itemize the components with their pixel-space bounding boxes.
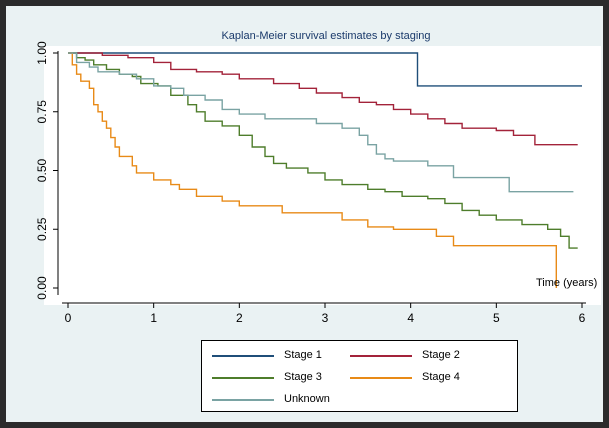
- plot-area: [44, 46, 601, 305]
- x-tick-label: 3: [322, 311, 329, 325]
- legend-swatch: [350, 377, 412, 379]
- legend-swatch: [212, 377, 274, 379]
- x-axis-label: Time (years): [536, 277, 597, 289]
- legend-label: Stage 4: [422, 371, 460, 383]
- series-lines: [68, 52, 582, 288]
- y-tick-label: 1.00: [35, 41, 49, 65]
- chart-figure: Kaplan-Meier survival estimates by stagi…: [6, 6, 603, 422]
- legend-label: Stage 1: [284, 349, 322, 361]
- x-tick-label: 5: [493, 311, 500, 325]
- y-tick-label: 0.25: [35, 217, 49, 241]
- series-line-stage-1: [68, 52, 582, 87]
- x-tick-label: 1: [150, 311, 157, 325]
- x-tick-label: 4: [407, 311, 414, 325]
- y-tick-label: 0.75: [35, 100, 49, 124]
- legend-label: Unknown: [284, 393, 330, 405]
- x-tick-label: 2: [236, 311, 243, 325]
- y-tick-label: 0.50: [35, 158, 49, 182]
- legend: Stage 1 Stage 2 Stage 3 Stage 4 Unknown: [201, 340, 518, 412]
- series-line-stage-2: [68, 52, 578, 146]
- series-line-unknown: [68, 52, 574, 193]
- legend-swatch: [350, 355, 412, 357]
- y-tick-label: 0.00: [35, 276, 49, 300]
- x-tick-label: 0: [65, 311, 72, 325]
- chart-title: Kaplan-Meier survival estimates by stagi…: [221, 30, 430, 42]
- legend-swatch: [212, 355, 274, 357]
- legend-swatch: [212, 399, 274, 401]
- chart-svg: Kaplan-Meier survival estimates by stagi…: [35, 30, 601, 325]
- x-tick-label: 6: [579, 311, 586, 325]
- series-line-stage-4: [68, 52, 557, 288]
- axes: 0.00 0.25 0.50 0.75 1.00 0 1 2 3 4 5 6: [35, 41, 586, 325]
- legend-label: Stage 3: [284, 371, 322, 383]
- legend-label: Stage 2: [422, 349, 460, 361]
